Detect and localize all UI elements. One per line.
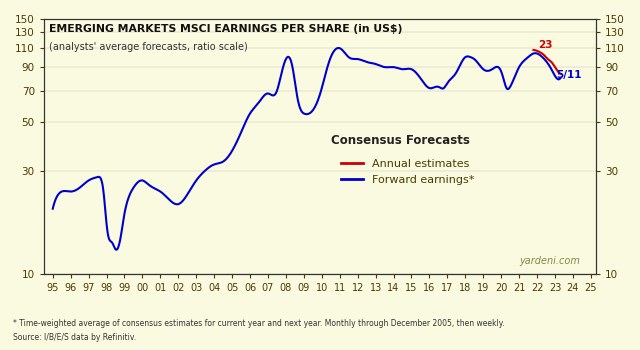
Legend: Annual estimates, Forward earnings*: Annual estimates, Forward earnings* — [337, 154, 479, 190]
Text: 23: 23 — [538, 40, 552, 50]
Text: Source: I/B/E/S data by Refinitiv.: Source: I/B/E/S data by Refinitiv. — [13, 332, 136, 342]
Text: Consensus Forecasts: Consensus Forecasts — [331, 134, 470, 147]
Text: 5/11: 5/11 — [556, 70, 581, 80]
Text: (analysts' average forecasts, ratio scale): (analysts' average forecasts, ratio scal… — [49, 42, 248, 52]
Text: * Time-weighted average of consensus estimates for current year and next year. M: * Time-weighted average of consensus est… — [13, 318, 504, 328]
Text: EMERGING MARKETS MSCI EARNINGS PER SHARE (in US$): EMERGING MARKETS MSCI EARNINGS PER SHARE… — [49, 24, 403, 34]
Text: yardeni.com: yardeni.com — [519, 256, 580, 266]
